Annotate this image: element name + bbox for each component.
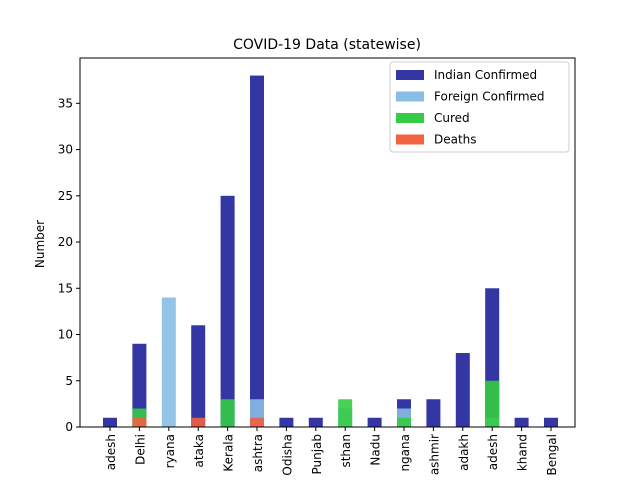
bar-3-11	[397, 417, 411, 427]
bar-3-5	[220, 399, 235, 427]
legend-label-4: Deaths	[434, 133, 477, 147]
y-tick-label-5: 20	[58, 235, 73, 249]
bar-1-1	[103, 417, 117, 427]
bar-1-7	[279, 417, 294, 427]
bar-1-13	[455, 353, 470, 427]
bar-1-5	[220, 195, 235, 427]
legend-swatch-4	[396, 134, 424, 145]
x-tick-label-16: Bengal	[545, 434, 559, 476]
chart-title: COVID-19 Data (statewise)	[233, 37, 421, 53]
bar-1-12	[426, 399, 441, 427]
legend: Indian Confirmed Foreign Confirmed Cured De…	[389, 61, 570, 153]
bar-4-6	[250, 417, 264, 427]
bar-1-2	[132, 343, 147, 427]
bar-1-16	[544, 417, 558, 427]
y-tick-label-1: 0	[65, 420, 73, 434]
bar-1-8	[308, 417, 323, 427]
bar-4-2	[132, 417, 147, 427]
x-tick-label-7: Odisha	[280, 434, 294, 476]
y-tick-label-4: 15	[58, 281, 73, 295]
x-tick-label-2: Delhi	[133, 434, 147, 465]
x-tick-label-13: adakh	[457, 434, 471, 471]
x-axis: adesh Delhi ryana ataka Kerala ashtra Odisha Pu…	[104, 427, 559, 476]
y-tick-label-2: 5	[65, 374, 73, 388]
x-tick-label-15: khand	[516, 434, 530, 471]
x-tick-label-14: adesh	[486, 434, 500, 470]
legend-label-2: Foreign Confirmed	[434, 90, 545, 104]
legend-swatch-1	[396, 70, 424, 80]
y-tick-label-3: 10	[58, 328, 73, 342]
bar-1-10	[367, 417, 382, 427]
bar-1-6	[250, 75, 264, 428]
legend-label-1: Indian Confirmed	[434, 68, 537, 82]
x-tick-label-4: ataka	[192, 434, 206, 468]
x-tick-label-3: ryana	[163, 434, 177, 468]
x-tick-label-12: ashmir	[427, 434, 441, 475]
y-tick-label-7: 30	[58, 143, 73, 157]
x-tick-label-10: Nadu	[369, 434, 383, 466]
bars	[103, 75, 558, 428]
x-tick-label-9: sthan	[339, 434, 353, 468]
legend-label-3: Cured	[434, 111, 470, 125]
y-tick-label-6: 25	[58, 189, 73, 203]
legend-swatch-2	[396, 91, 424, 102]
x-tick-label-6: ashtra	[251, 434, 265, 472]
x-tick-label-8: Punjab	[310, 434, 324, 475]
y-axis-label: Number	[33, 220, 47, 268]
bar-2-3	[161, 297, 176, 427]
legend-swatch-3	[396, 113, 424, 123]
legend-box	[389, 61, 570, 153]
bar-1-15	[514, 417, 529, 427]
bar-3-9	[338, 399, 353, 427]
bar-1-4	[191, 325, 206, 427]
x-tick-label-11: ngana	[398, 434, 412, 472]
y-axis: 0 5 10 15 20 25 30 35	[58, 96, 80, 434]
bar-3-14	[485, 380, 500, 427]
y-tick-label-8: 35	[58, 96, 73, 110]
bar-4-4	[191, 417, 206, 427]
x-tick-label-5: Kerala	[222, 434, 236, 472]
x-tick-label-1: adesh	[104, 434, 118, 470]
